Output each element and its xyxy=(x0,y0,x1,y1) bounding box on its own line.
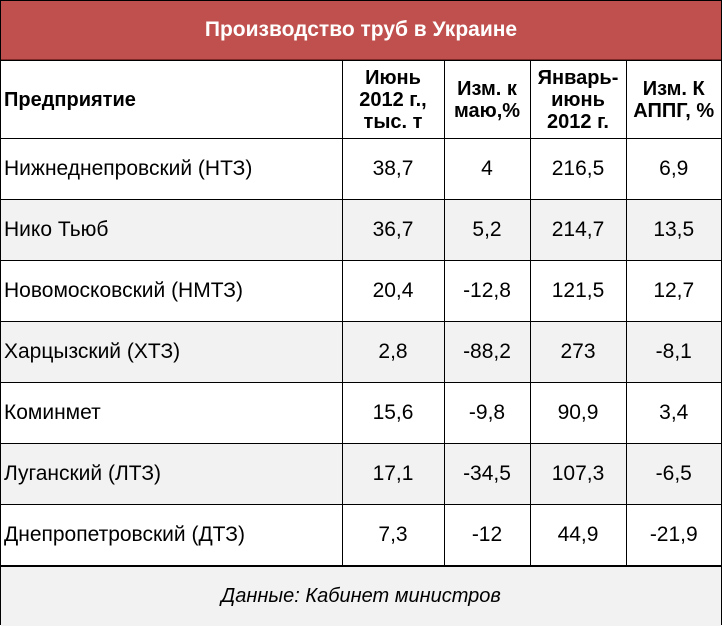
change-yoy-value: -6,5 xyxy=(625,443,721,505)
table-row: Коминмет 15,6 -9,8 90,9 3,4 xyxy=(1,382,721,444)
column-header-change-may: Изм. к маю,% xyxy=(443,60,531,139)
change-yoy-value: 3,4 xyxy=(625,382,721,444)
jan-june-value: 107,3 xyxy=(529,443,627,505)
enterprise-name: Нижнеднепровский (НТЗ) xyxy=(1,138,343,200)
enterprise-name: Харцызский (ХТЗ) xyxy=(1,321,343,383)
june-value: 36,7 xyxy=(341,199,445,261)
change-yoy-value: -21,9 xyxy=(625,504,721,566)
source-note: Данные: Кабинет министров xyxy=(1,566,721,626)
production-table: Предприятие Июнь 2012 г., тыс. т Изм. к … xyxy=(1,60,721,566)
june-value: 2,8 xyxy=(341,321,445,383)
jan-june-value: 273 xyxy=(529,321,627,383)
table-row: Днепропетровский (ДТЗ) 7,3 -12 44,9 -21,… xyxy=(1,504,721,566)
change-yoy-value: -8,1 xyxy=(625,321,721,383)
jan-june-value: 44,9 xyxy=(529,504,627,566)
column-header-enterprise: Предприятие xyxy=(1,60,343,139)
june-value: 38,7 xyxy=(341,138,445,200)
june-value: 15,6 xyxy=(341,382,445,444)
change-may-value: 5,2 xyxy=(443,199,531,261)
table-row: Харцызский (ХТЗ) 2,8 -88,2 273 -8,1 xyxy=(1,321,721,383)
table-row: Луганский (ЛТЗ) 17,1 -34,5 107,3 -6,5 xyxy=(1,443,721,505)
jan-june-value: 90,9 xyxy=(529,382,627,444)
change-may-value: -12 xyxy=(443,504,531,566)
change-yoy-value: 12,7 xyxy=(625,260,721,322)
june-value: 17,1 xyxy=(341,443,445,505)
change-may-value: -9,8 xyxy=(443,382,531,444)
jan-june-value: 121,5 xyxy=(529,260,627,322)
enterprise-name: Нико Тьюб xyxy=(1,199,343,261)
table-title: Производство труб в Украине xyxy=(1,1,721,60)
jan-june-value: 216,5 xyxy=(529,138,627,200)
enterprise-name: Коминмет xyxy=(1,382,343,444)
change-may-value: 4 xyxy=(443,138,531,200)
column-header-june: Июнь 2012 г., тыс. т xyxy=(341,60,445,139)
table-row: Нико Тьюб 36,7 5,2 214,7 13,5 xyxy=(1,199,721,261)
change-yoy-value: 6,9 xyxy=(625,138,721,200)
change-yoy-value: 13,5 xyxy=(625,199,721,261)
enterprise-name: Днепропетровский (ДТЗ) xyxy=(1,504,343,566)
change-may-value: -12,8 xyxy=(443,260,531,322)
change-may-value: -88,2 xyxy=(443,321,531,383)
column-header-jan-june: Январь-июнь 2012 г. xyxy=(529,60,627,139)
june-value: 20,4 xyxy=(341,260,445,322)
table-row: Новомосковский (НМТЗ) 20,4 -12,8 121,5 1… xyxy=(1,260,721,322)
enterprise-name: Новомосковский (НМТЗ) xyxy=(1,260,343,322)
table-row: Нижнеднепровский (НТЗ) 38,7 4 216,5 6,9 xyxy=(1,138,721,200)
change-may-value: -34,5 xyxy=(443,443,531,505)
jan-june-value: 214,7 xyxy=(529,199,627,261)
column-header-change-yoy: Изм. К АППГ, % xyxy=(625,60,721,139)
header-row: Предприятие Июнь 2012 г., тыс. т Изм. к … xyxy=(1,60,721,139)
enterprise-name: Луганский (ЛТЗ) xyxy=(1,443,343,505)
june-value: 7,3 xyxy=(341,504,445,566)
